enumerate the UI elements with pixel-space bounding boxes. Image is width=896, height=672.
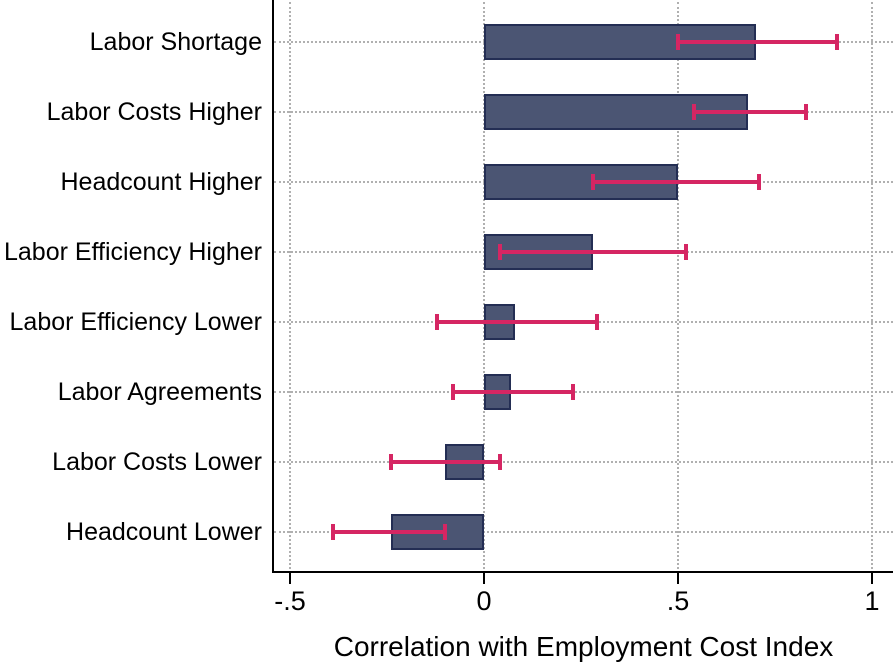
error-bar-cap-high: [835, 34, 840, 50]
x-axis-tick-label: 0: [476, 586, 492, 616]
error-bar-line: [499, 250, 686, 254]
vertical-gridline: [677, 2, 679, 569]
x-axis-tick: [677, 573, 679, 584]
category-label: Labor Costs Lower: [52, 448, 262, 476]
x-axis-tick-label: .5: [666, 586, 690, 616]
error-bar-cap-low: [497, 244, 502, 260]
horizontal-gridline: [274, 531, 893, 533]
error-bar-cap-high: [757, 174, 762, 190]
x-axis-tick-label: -.5: [274, 586, 306, 616]
error-bar-cap-low: [691, 104, 696, 120]
error-bar-cap-low: [450, 384, 455, 400]
horizontal-gridline: [274, 391, 893, 393]
error-bar-line: [592, 180, 760, 184]
error-bar-line: [390, 460, 500, 464]
category-label: Labor Efficiency Lower: [9, 308, 262, 336]
error-bar-cap-low: [590, 174, 595, 190]
error-bar-cap-low: [388, 454, 393, 470]
error-bar-cap-high: [683, 244, 688, 260]
vertical-gridline: [871, 2, 873, 569]
plot-area: [272, 0, 893, 573]
horizontal-gridline: [274, 461, 893, 463]
error-bar-cap-high: [443, 524, 448, 540]
x-axis-tick: [483, 573, 485, 584]
error-bar-cap-high: [804, 104, 809, 120]
error-bar-line: [452, 390, 574, 394]
category-label: Labor Shortage: [89, 28, 262, 56]
error-bar-cap-low: [330, 524, 335, 540]
error-bar-cap-low: [435, 314, 440, 330]
error-bar-line: [437, 320, 597, 324]
category-label: Headcount Higher: [60, 168, 262, 196]
x-axis-title: Correlation with Employment Cost Index: [333, 631, 834, 662]
error-bar-cap-high: [497, 454, 502, 470]
x-axis-tick: [289, 573, 291, 584]
error-bar-line: [332, 530, 446, 534]
error-bar-cap-high: [594, 314, 599, 330]
category-label: Labor Efficiency Higher: [3, 238, 262, 266]
vertical-gridline: [289, 2, 291, 569]
x-axis-tick-label: 1: [864, 586, 880, 616]
error-bar-line: [678, 40, 838, 44]
x-axis-tick: [871, 573, 873, 584]
category-label: Labor Costs Higher: [46, 98, 262, 126]
error-bar-line: [693, 110, 807, 114]
bar: [484, 94, 748, 130]
category-label: Headcount Lower: [66, 518, 262, 546]
category-label: Labor Agreements: [57, 378, 262, 406]
vertical-gridline: [483, 2, 485, 569]
error-bar-cap-low: [676, 34, 680, 50]
error-bar-cap-high: [571, 384, 576, 400]
bar: [484, 24, 756, 60]
